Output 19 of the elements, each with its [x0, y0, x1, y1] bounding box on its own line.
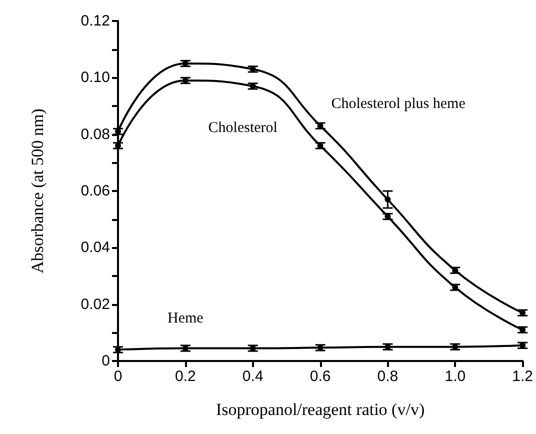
x-tick-label: 0.8	[377, 368, 398, 385]
y-tick-label: 0.04	[80, 239, 110, 256]
x-tick-label: 0.6	[310, 368, 331, 385]
y-tick-label: 0.06	[80, 182, 110, 200]
x-tick-label: 1.2	[512, 368, 534, 385]
y-tick-label: 0.08	[80, 126, 110, 143]
x-axis-title: Isopropanol/reagent ratio (v/v)	[216, 400, 425, 419]
y-tick-label: 0.10	[80, 69, 110, 86]
series-label: Heme	[168, 310, 204, 326]
series-label: Cholesterol plus heme	[331, 96, 466, 112]
y-tick-label: 0	[102, 352, 110, 370]
x-tick-label: 1.0	[444, 368, 466, 385]
x-tick-label: 0.2	[175, 368, 196, 385]
x-tick-label: 0.4	[242, 368, 264, 385]
y-tick-label: 0.12	[80, 12, 110, 30]
series-label: Cholesterol	[208, 120, 278, 136]
y-axis-title: Absorbance (at 500 nm)	[28, 108, 47, 274]
y-tick-label: 0.02	[80, 296, 110, 313]
x-tick-label: 0	[114, 368, 122, 385]
